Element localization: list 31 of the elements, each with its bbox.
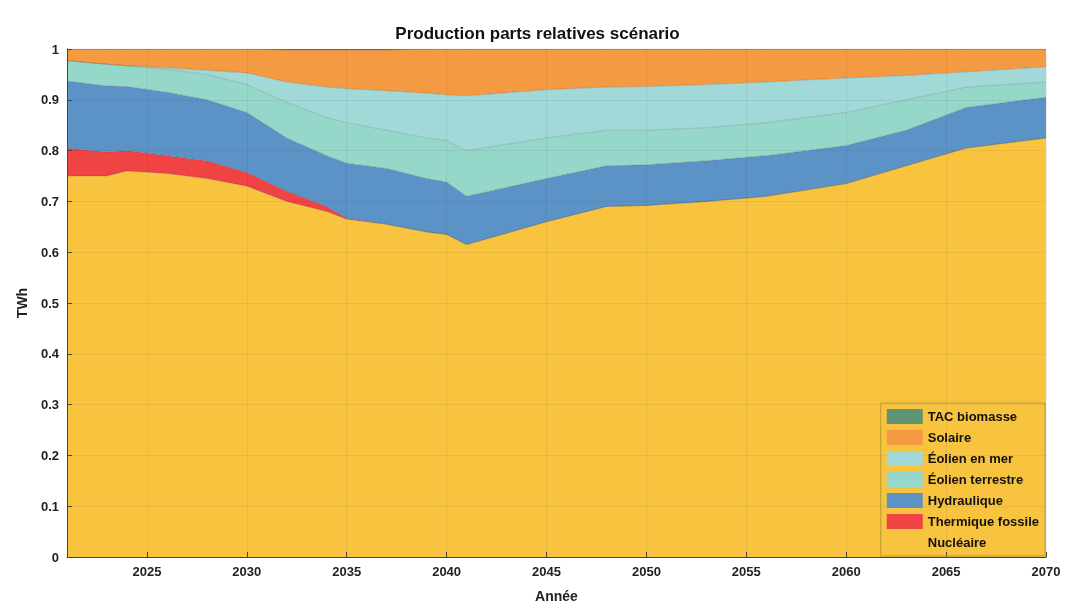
series-label: Nucléaire xyxy=(927,535,987,550)
legend-label: Éolien terrestre xyxy=(927,472,1024,487)
x-tick-label: 2070 xyxy=(1031,564,1061,579)
y-tick-label: 1 xyxy=(51,41,59,57)
x-tick-label: 2060 xyxy=(831,564,861,579)
y-tick-label: 0 xyxy=(51,549,59,565)
y-tick-label: 0.5 xyxy=(40,295,59,311)
x-tick-label: 2050 xyxy=(631,564,661,579)
y-tick-label: 0.1 xyxy=(40,498,59,514)
x-tick-label: 2040 xyxy=(432,564,462,579)
legend-label: Solaire xyxy=(927,430,972,445)
y-tick-label: 0.7 xyxy=(40,193,59,209)
y-tick-label: 0.6 xyxy=(40,244,59,260)
y-tick-label: 0.9 xyxy=(40,92,59,108)
x-tick-label: 2065 xyxy=(931,564,961,579)
x-tick-label: 2035 xyxy=(332,564,362,579)
x-tick-label: 2025 xyxy=(132,564,162,579)
x-tick-label: 2045 xyxy=(532,564,561,579)
legend-label: Hydraulique xyxy=(927,493,1003,508)
y-tick-label: 0.4 xyxy=(40,346,60,362)
y-tick-label: 0.2 xyxy=(40,447,59,463)
y-axis-title: TWh xyxy=(14,287,30,319)
x-axis-title: Année xyxy=(535,588,579,604)
x-tick-label: 2030 xyxy=(232,564,262,579)
chart-title: Production parts relatives scénario xyxy=(395,24,680,43)
y-tick-label: 0.3 xyxy=(40,397,59,413)
legend-label: Éolien en mer xyxy=(927,451,1013,466)
legend-label: Thermique fossile xyxy=(927,514,1039,529)
legend-label: TAC biomasse xyxy=(927,409,1018,424)
y-tick-label: 0.8 xyxy=(40,143,59,159)
x-tick-label: 2055 xyxy=(731,564,761,579)
